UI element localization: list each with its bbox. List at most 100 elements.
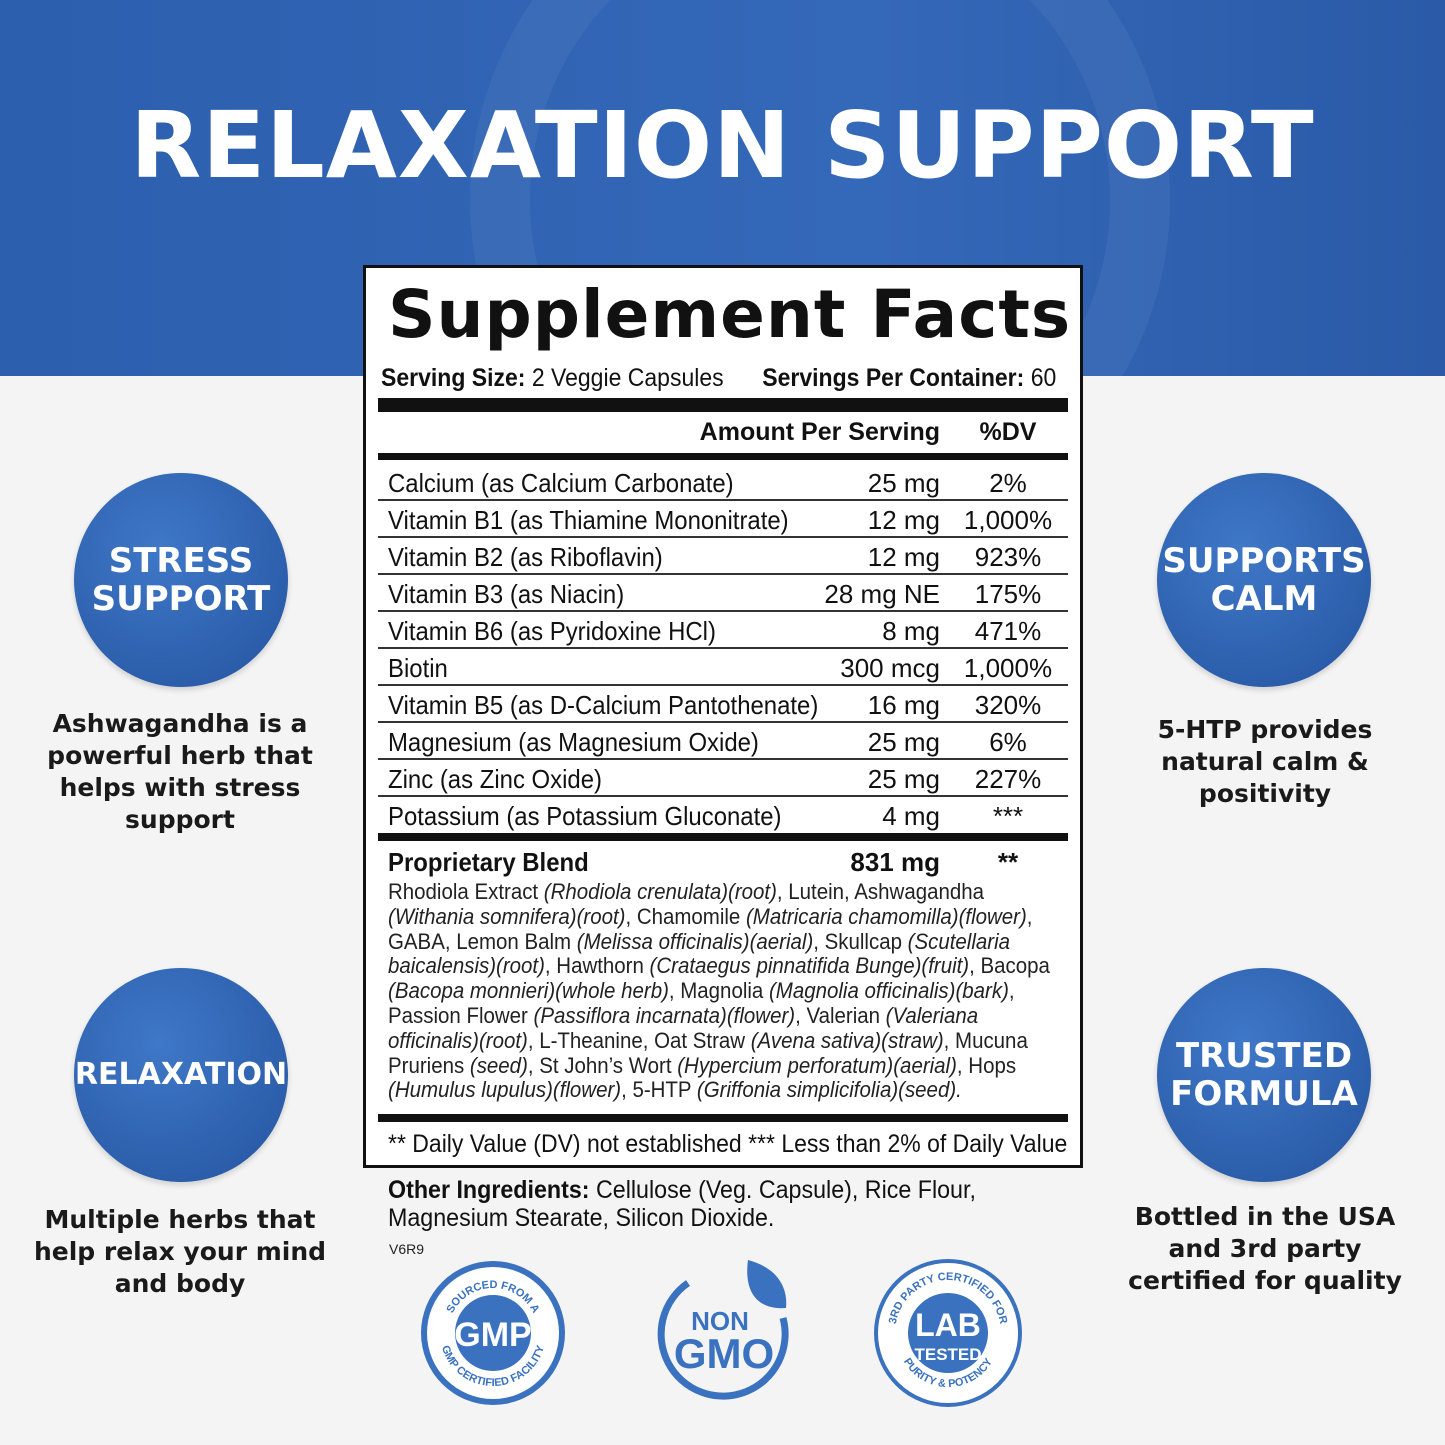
blend-dv: ** — [997, 847, 1019, 877]
non-text: NON — [691, 1306, 749, 1336]
feature-text: 5-HTP provides natural calm & positivity — [1157, 715, 1373, 808]
divider — [378, 1114, 1068, 1122]
blend-amount: 831 mg — [850, 847, 940, 877]
nutrient-name: Calcium (as Calcium Carbonate) — [388, 468, 734, 498]
blend-ingredient-segment: (Humulus lupulus)(flower) — [388, 1077, 622, 1103]
blend-ingredient-segment: (Griffonia simplicifolia)(seed). — [696, 1077, 962, 1103]
blend-ingredient-segment: (Magnolia officinalis)(bark) — [768, 978, 1009, 1004]
feature-text: Bottled in the USA and 3rd party certifi… — [1128, 1202, 1402, 1295]
nutrient-amount: 8 mg — [882, 616, 940, 646]
nutrient-row: Vitamin B6 (as Pyridoxine HCl) 8 mg 471% — [378, 612, 1068, 649]
nutrient-dv: *** — [992, 801, 1024, 831]
blend-ingredient-segment: (Valeriana officinalis)(root) — [388, 1002, 979, 1053]
nutrient-dv: 175% — [974, 579, 1042, 609]
nutrient-dv: 227% — [974, 764, 1042, 794]
feature-badge: TRUSTED FORMULA — [1157, 968, 1371, 1182]
blend-ingredient-segment: (Withania somnifera)(root) — [388, 903, 626, 929]
nutrient-amount: 300 mcg — [840, 653, 940, 683]
page-title: RELAXATION SUPPORT — [130, 92, 1315, 199]
nutrient-dv: 1,000% — [963, 653, 1053, 683]
blend-ingredient-segment: , Mucuna Pruriens — [388, 1027, 1028, 1078]
other-label: Other Ingredients: — [388, 1176, 590, 1204]
blend-ingredient-segment: , Magnolia — [668, 978, 769, 1004]
blend-ingredients: Rhodiola Extract (Rhodiola crenulata)(ro… — [388, 879, 1067, 1103]
servings-value: 60 — [1030, 364, 1057, 392]
nutrient-row: Vitamin B3 (as Niacin) 28 mg NE 175% — [378, 575, 1068, 612]
gmp-center-text: GMP — [454, 1316, 531, 1354]
serving-size-label: Serving Size: — [381, 364, 526, 392]
blend-ingredient-segment: (Bacopa monnieri)(whole herb) — [388, 978, 669, 1004]
servings-label: Servings Per Container: — [762, 364, 1025, 392]
nutrient-amount: 25 mg — [867, 727, 940, 757]
blend-ingredient-segment: , Valerian — [795, 1002, 886, 1028]
dv-header: %DV — [979, 418, 1037, 446]
nutrient-amount: 28 mg NE — [824, 579, 940, 609]
feature-badge: STRESS SUPPORT — [74, 473, 288, 687]
supplement-facts-panel: Supplement Facts Serving Size: 2 Veggie … — [363, 265, 1083, 1168]
blend-ingredient-segment: , GABA, Lemon Balm — [388, 903, 1033, 954]
nutrient-name: Magnesium (as Magnesium Oxide) — [388, 727, 759, 757]
nutrient-row: Calcium (as Calcium Carbonate) 25 mg 2% — [378, 464, 1068, 501]
nutrient-name: Vitamin B5 (as D-Calcium Pantothenate) — [388, 690, 819, 720]
blend-ingredient-segment: , St John’s Wort — [527, 1052, 678, 1078]
nutrient-name: Vitamin B3 (as Niacin) — [388, 579, 625, 609]
nutrient-row: Vitamin B5 (as D-Calcium Pantothenate) 16… — [378, 686, 1068, 723]
blend-ingredient-segment: , Lutein, Ashwagandha — [776, 879, 984, 904]
serving-size: Serving Size: 2 Veggie Capsules — [381, 364, 724, 393]
gmo-text: GMO — [674, 1330, 774, 1377]
other-ingredients: Other Ingredients: Cellulose (Veg. Capsu… — [388, 1176, 1039, 1232]
divider — [378, 833, 1068, 841]
nutrient-dv: 6% — [989, 727, 1027, 757]
blend-ingredient-segment: , L-Theanine, Oat Straw — [527, 1027, 751, 1053]
blend-ingredient-segment: , Chamomile — [625, 903, 746, 929]
blend-ingredient-segment: (Hypercium perforatum)(aerial) — [677, 1052, 957, 1078]
blend-ingredient-segment: , Skullcap — [813, 928, 908, 954]
nutrient-dv: 923% — [974, 542, 1042, 572]
blend-ingredient-segment: (Scutellaria baicalensis)(root) — [388, 928, 1010, 979]
feature-badge: SUPPORTS CALM — [1157, 473, 1371, 687]
lab-tested-seal-icon: 3RD PARTY CERTIFIED FOR PURITY & POTENCY… — [874, 1259, 1022, 1407]
nutrient-dv: 471% — [974, 616, 1042, 646]
nutrient-row: Vitamin B1 (as Thiamine Mononitrate) 12 m… — [378, 501, 1068, 538]
gmp-seal-icon: SOURCED FROM A GMP CERTIFIED FACILITY GM… — [421, 1261, 565, 1405]
blend-ingredient-segment: , Hops — [956, 1052, 1017, 1078]
servings-per-container: Servings Per Container: 60 — [762, 364, 1056, 393]
nutrient-amount: 12 mg — [867, 542, 940, 572]
blend-ingredient-segment: (Passiflora incarnata)(flower) — [533, 1002, 796, 1028]
non-gmo-seal-icon: NON GMO — [657, 1260, 789, 1400]
blend-ingredient-segment: (seed) — [469, 1052, 528, 1078]
nutrient-amount: 25 mg — [867, 468, 940, 498]
column-headers: Amount Per Serving %DV — [378, 418, 1068, 452]
nutrient-row: Biotin 300 mcg 1,000% — [378, 649, 1068, 686]
nutrient-amount: 12 mg — [867, 505, 940, 535]
nutrient-dv: 1,000% — [963, 505, 1053, 535]
facts-heading: Supplement Facts — [388, 276, 1072, 353]
blend-ingredient-segment: (Matricaria chamomilla)(flower) — [745, 903, 1027, 929]
blend-name: Proprietary Blend — [388, 847, 589, 877]
amount-header: Amount Per Serving — [699, 418, 940, 446]
nutrient-row: Potassium (as Potassium Gluconate) 4 mg **… — [378, 797, 1068, 834]
blend-ingredient-segment: , 5-HTP — [621, 1077, 697, 1103]
nutrient-name: Biotin — [388, 653, 448, 683]
nutrient-name: Potassium (as Potassium Gluconate) — [388, 801, 782, 831]
blend-ingredient-segment: (Melissa officinalis)(aerial) — [576, 928, 814, 954]
blend-ingredient-segment: (Rhodiola crenulata)(root) — [543, 879, 777, 904]
blend-ingredient-segment: , Passion Flower — [388, 978, 1015, 1028]
tested-text: TESTED — [914, 1345, 981, 1364]
footnote: ** Daily Value (DV) not established *** … — [388, 1130, 1068, 1158]
nutrient-dv: 2% — [989, 468, 1027, 498]
product-code: V6R9 — [389, 1241, 425, 1257]
nutrient-name: Vitamin B2 (as Riboflavin) — [388, 542, 663, 572]
nutrient-amount: 16 mg — [867, 690, 940, 720]
nutrient-amount: 4 mg — [882, 801, 940, 831]
serving-info: Serving Size: 2 Veggie Capsules Servings… — [381, 364, 1056, 393]
serving-size-value: 2 Veggie Capsules — [531, 364, 724, 392]
nutrient-amount: 25 mg — [867, 764, 940, 794]
blend-ingredient-segment: , Bacopa — [969, 953, 1050, 979]
nutrient-name: Vitamin B1 (as Thiamine Mononitrate) — [388, 505, 789, 535]
other-text: Cellulose (Veg. Capsule), Rice Flour, Ma… — [388, 1176, 976, 1232]
blend-ingredient-segment: (Crataegus pinnatifida Bunge)(fruit) — [649, 953, 970, 979]
feature-badge: RELAXATION — [74, 968, 288, 1182]
nutrient-row: Vitamin B2 (as Riboflavin) 12 mg 923% — [378, 538, 1068, 575]
nutrient-name: Zinc (as Zinc Oxide) — [388, 764, 603, 794]
